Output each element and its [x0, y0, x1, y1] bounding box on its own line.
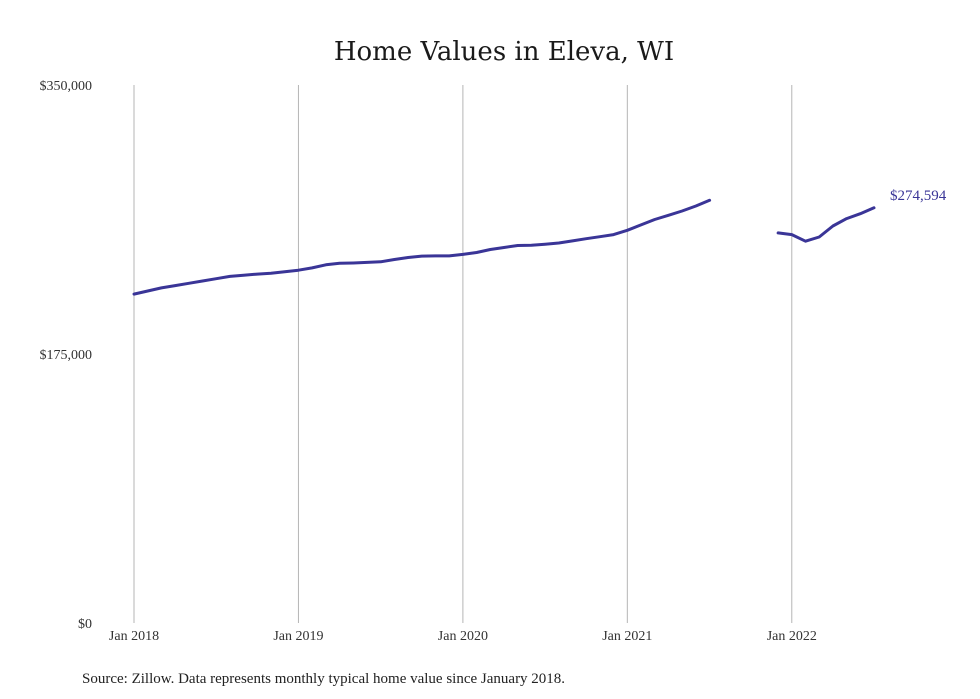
series-lines	[132, 198, 876, 296]
x-tick-label: Jan 2019	[273, 629, 323, 644]
gridlines	[133, 85, 793, 623]
x-tick-label: Jan 2021	[602, 629, 652, 644]
y-tick-label: $175,000	[40, 348, 93, 363]
source-note: Source: Zillow. Data represents monthly …	[82, 671, 565, 687]
last-value-label: $274,594	[890, 188, 947, 204]
y-axis-tick-labels: $0 $175,000 $350,000	[40, 79, 93, 632]
home-value-line-segment	[776, 206, 876, 243]
x-axis-tick-labels: Jan 2018 Jan 2019 Jan 2020 Jan 2021 Jan 2022	[109, 629, 817, 644]
chart-title: Home Values in Eleva, WI	[334, 37, 674, 67]
x-tick-label: Jan 2020	[438, 629, 488, 644]
y-tick-label: $0	[78, 617, 92, 632]
x-tick-label: Jan 2022	[767, 629, 817, 644]
home-value-line-segment	[132, 198, 712, 296]
x-tick-label: Jan 2018	[109, 629, 159, 644]
y-tick-label: $350,000	[40, 79, 93, 94]
